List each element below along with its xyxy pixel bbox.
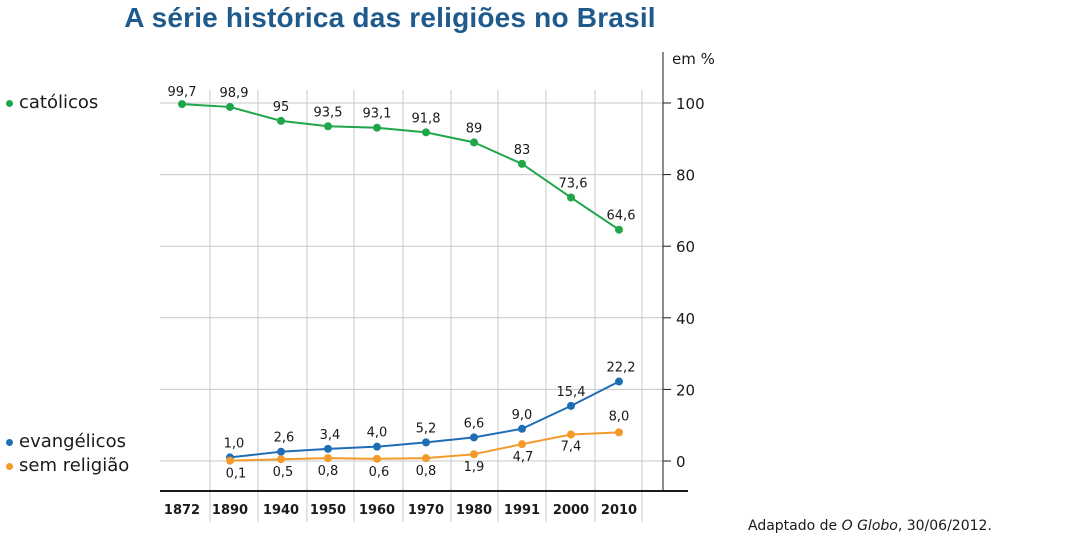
data-point (422, 438, 430, 447)
data-label: 73,6 (559, 177, 588, 192)
data-point (226, 102, 234, 111)
legend-dot-blue-icon (6, 438, 13, 446)
data-point (226, 456, 234, 465)
legend-label: sem religião (19, 455, 130, 476)
source-caption: Adaptado de O Globo, 30/06/2012. (748, 518, 992, 534)
source-publication: O Globo (841, 518, 898, 534)
data-point (277, 447, 285, 456)
x-tick-label: 1940 (263, 503, 299, 518)
x-tick-label: 2000 (553, 503, 589, 518)
x-tick-label: 1960 (359, 503, 395, 518)
data-label: 15,4 (557, 385, 586, 400)
data-point (373, 454, 381, 463)
y-axis-unit-label: em % (672, 50, 715, 68)
legend-label: católicos (19, 92, 99, 113)
data-label: 4,7 (513, 450, 534, 465)
data-point (178, 100, 186, 109)
data-label: 93,5 (314, 105, 343, 120)
data-point (615, 428, 623, 437)
data-label: 64,6 (607, 209, 636, 224)
chart-title: A série histórica das religiões no Brasi… (124, 2, 656, 33)
data-label: 6,6 (464, 416, 485, 431)
x-tick-label: 1872 (164, 503, 200, 518)
data-point (615, 225, 623, 234)
data-label: 1,0 (224, 436, 245, 451)
data-label: 4,0 (367, 426, 388, 441)
data-point (324, 454, 332, 463)
data-label: 2,6 (274, 431, 295, 446)
y-tick-label: 60 (676, 238, 695, 256)
data-point (422, 128, 430, 137)
x-tick-label: 1950 (310, 503, 346, 518)
series-line (181, 103, 620, 231)
x-tick-label: 2010 (601, 503, 637, 518)
data-label: 98,9 (220, 86, 249, 101)
data-label: 83 (514, 143, 531, 158)
data-point (422, 454, 430, 463)
data-label: 9,0 (512, 408, 533, 423)
data-point (373, 442, 381, 451)
data-point (567, 430, 575, 439)
data-point (518, 159, 526, 168)
data-point (324, 444, 332, 453)
source-prefix: Adaptado de (748, 518, 842, 534)
y-tick-label: 80 (676, 167, 695, 185)
data-point (277, 455, 285, 464)
chart-axes: 0 20 40 60 80 100 1872 1890 1940 1950 1960 1970 1980… (160, 52, 705, 518)
data-point (567, 193, 575, 202)
data-label: 7,4 (561, 440, 582, 455)
data-label: 95 (273, 100, 290, 115)
x-tick-label: 1991 (504, 503, 540, 518)
x-tick-label: 1890 (212, 503, 248, 518)
data-label: 0,5 (273, 465, 294, 480)
data-label: 91,8 (412, 111, 441, 126)
legend-item-sem-religiao: sem religião (6, 455, 129, 476)
legend-dot-green-icon (6, 99, 13, 107)
data-point (470, 450, 478, 459)
x-tick-label: 1970 (408, 503, 444, 518)
data-point (615, 377, 623, 386)
data-point (518, 440, 526, 449)
data-point (470, 138, 478, 147)
legend-item-catolicos: católicos (6, 92, 98, 113)
data-label: 22,2 (607, 361, 636, 376)
data-label: 0,8 (318, 464, 339, 479)
data-label: 0,6 (369, 465, 390, 480)
y-tick-label: 40 (676, 310, 695, 328)
y-tick-label: 20 (676, 381, 695, 399)
chart-data-labels: 99,7 98,9 95 93,5 93,1 91,8 89 83 73,6 64,6 1,0 2,6… (168, 85, 636, 482)
x-tick-label: 1980 (456, 503, 492, 518)
data-label: 99,7 (168, 85, 197, 100)
y-tick-label: 0 (676, 453, 686, 471)
data-label: 1,9 (464, 460, 485, 475)
y-tick-label: 100 (676, 95, 705, 113)
data-label: 0,1 (226, 467, 247, 482)
data-point (518, 424, 526, 433)
data-point (567, 401, 575, 410)
source-suffix: , 30/06/2012. (897, 518, 992, 534)
data-label: 3,4 (320, 428, 341, 443)
data-point (277, 116, 285, 125)
data-point (373, 123, 381, 132)
chart-series (178, 100, 623, 465)
legend-dot-orange-icon (6, 462, 13, 470)
data-label: 5,2 (416, 421, 437, 436)
data-label: 93,1 (363, 107, 392, 122)
data-label: 0,8 (416, 464, 437, 479)
legend-item-evangelicos: evangélicos (6, 431, 126, 452)
data-point (324, 122, 332, 131)
legend-label: evangélicos (19, 431, 126, 452)
data-label: 8,0 (609, 409, 630, 424)
data-label: 89 (466, 121, 483, 136)
data-point (470, 433, 478, 442)
